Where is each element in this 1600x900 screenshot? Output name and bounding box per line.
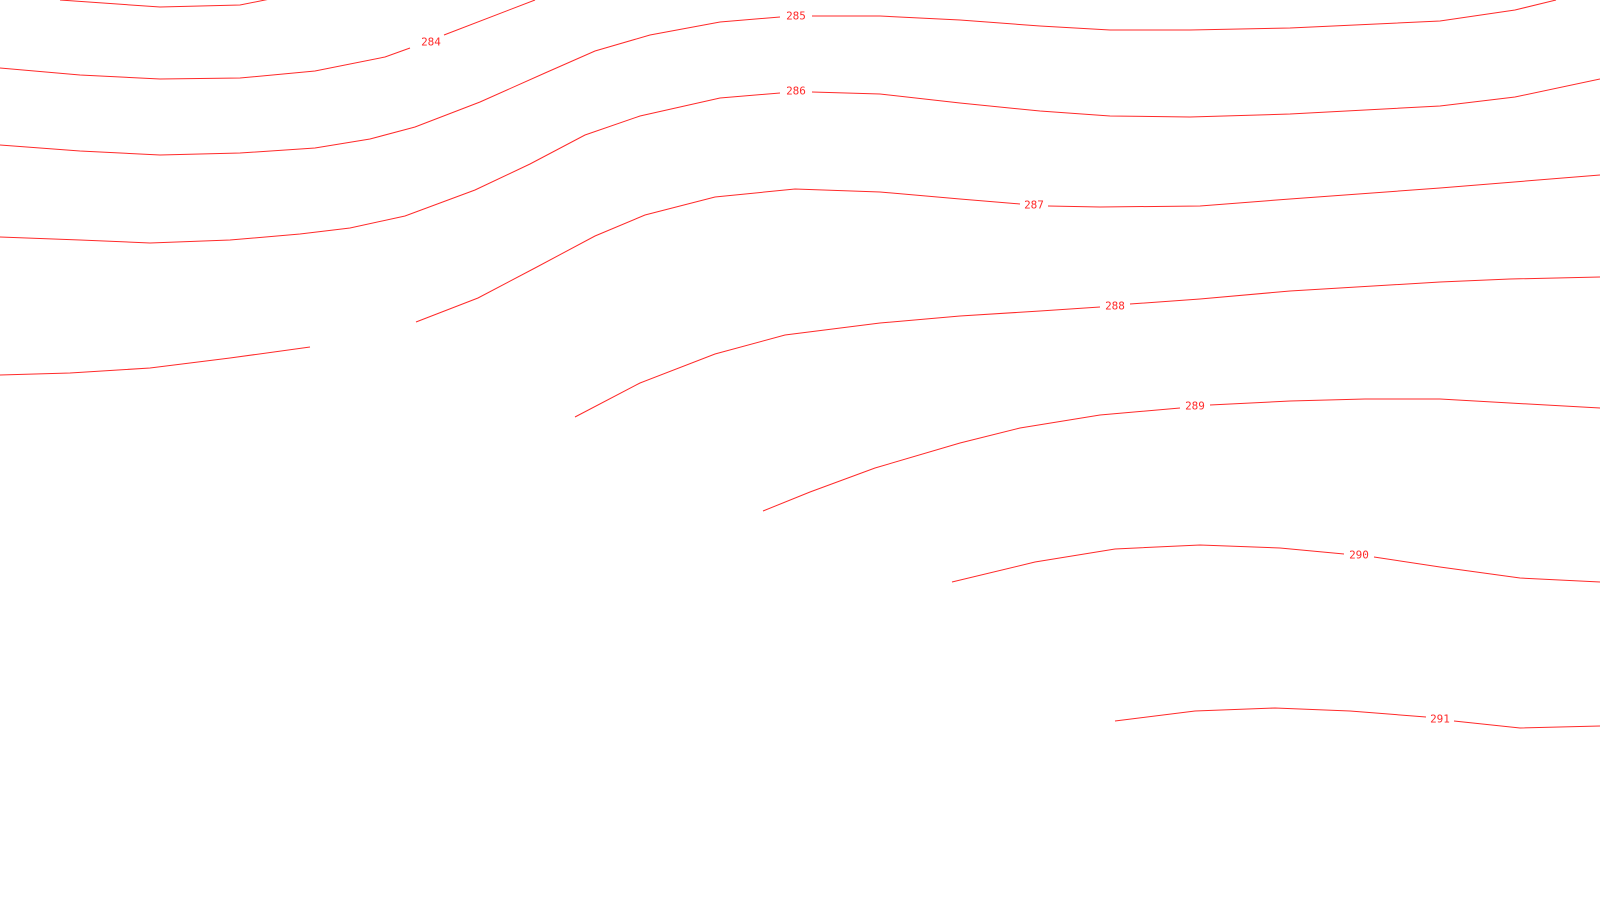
contour-label-285: 285 [786, 10, 806, 23]
contour-label-289: 289 [1185, 400, 1205, 413]
contour-label-291: 291 [1430, 713, 1450, 726]
contour-line [0, 16, 781, 156]
contour-label-290: 290 [1349, 549, 1369, 562]
contour-line [762, 407, 1181, 512]
contour-288: 288 [574, 276, 1600, 418]
contour-284: 284 [0, 0, 536, 80]
contour-line [574, 306, 1101, 418]
contour-line [0, 92, 781, 244]
contour-287: 287 [0, 174, 1600, 376]
contour-label-288: 288 [1105, 300, 1125, 313]
contour-291: 291 [1114, 707, 1600, 729]
contour-line [1114, 707, 1427, 722]
contour-line-top-fragment [59, 0, 268, 8]
contour-line [443, 0, 536, 36]
contour-290: 290 [951, 544, 1600, 583]
contour-label-286: 286 [786, 85, 806, 98]
contour-line [812, 0, 1557, 31]
contour-line [0, 47, 411, 80]
contour-line [1373, 556, 1600, 583]
contour-286: 286 [0, 78, 1600, 244]
contour-line [951, 544, 1345, 583]
contour-line [1453, 720, 1600, 729]
contour-line [1047, 174, 1600, 208]
contour-285: 285 [0, 0, 1557, 156]
contour-line [1209, 398, 1600, 409]
contour-line [1129, 276, 1600, 305]
contour-label-287: 287 [1024, 199, 1044, 212]
contour-line [811, 78, 1600, 118]
contour-label-284: 284 [421, 36, 441, 49]
contour-line [415, 188, 1021, 323]
contour-line [0, 346, 311, 376]
contour-289: 289 [762, 398, 1600, 512]
